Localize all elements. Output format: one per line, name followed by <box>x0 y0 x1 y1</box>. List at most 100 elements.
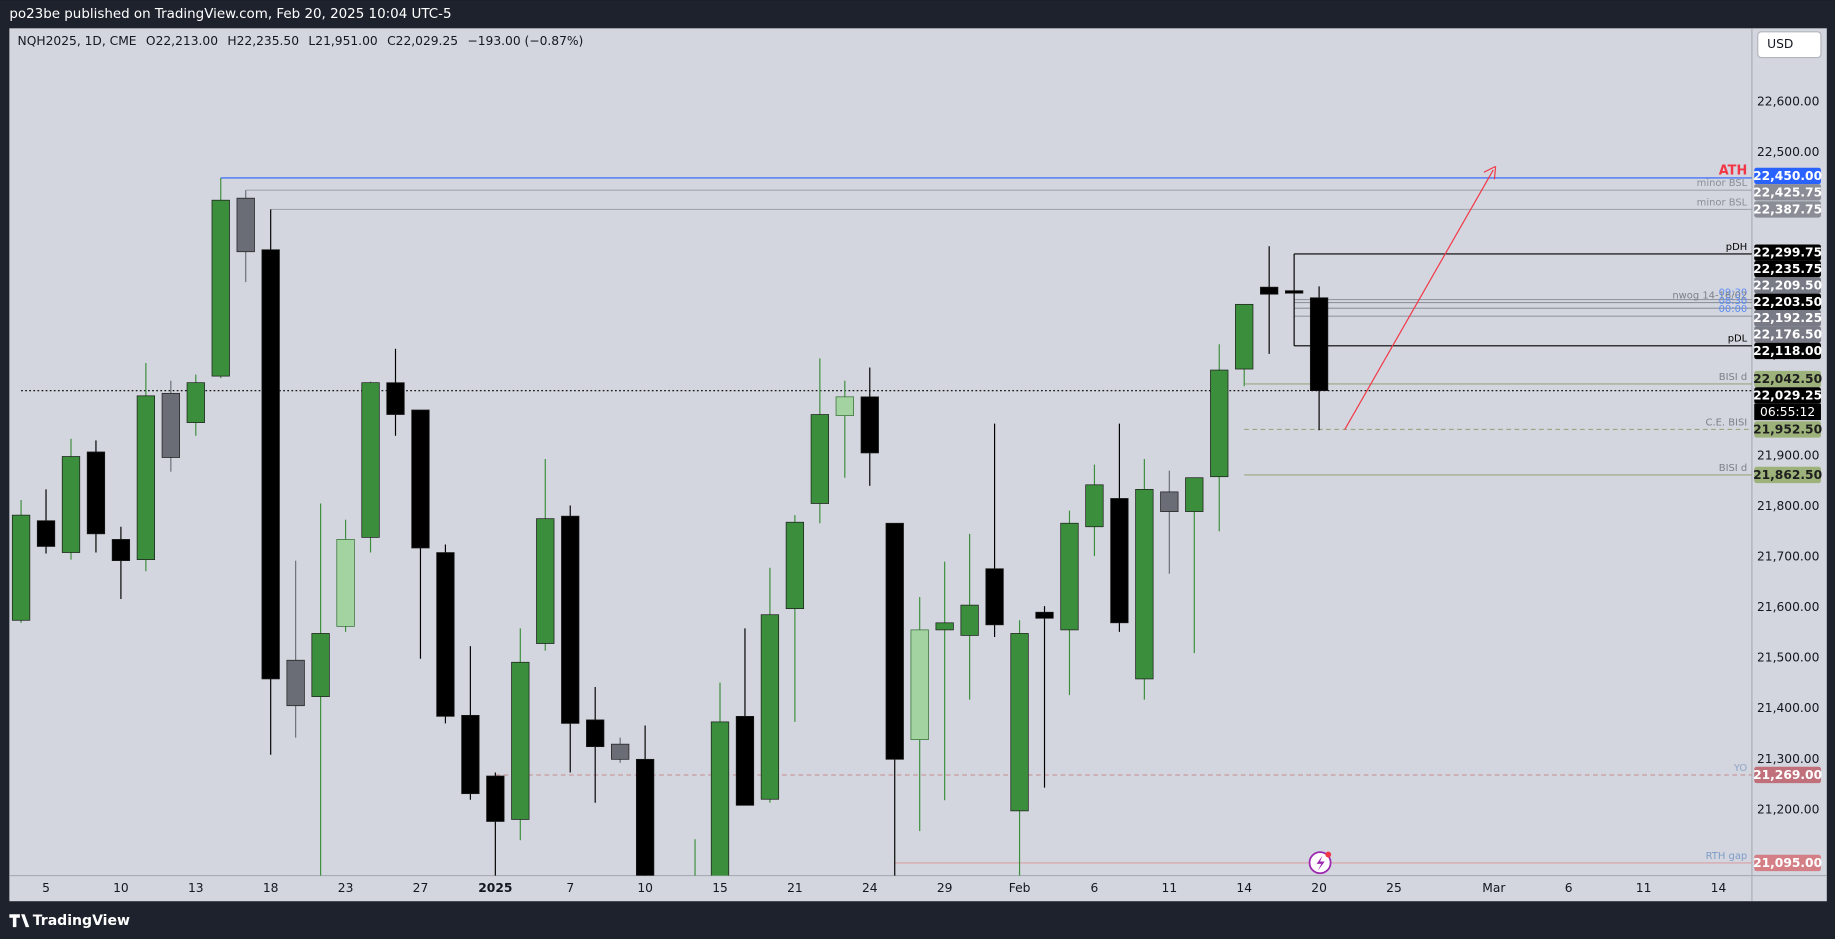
x-tick-label: 7 <box>566 881 574 895</box>
candle-body <box>1085 484 1104 528</box>
price-label-box <box>1754 326 1821 343</box>
x-tick-label: 23 <box>338 881 354 895</box>
currency-button[interactable] <box>1757 31 1822 59</box>
footer-brand: TradingView <box>33 913 130 929</box>
candle-body <box>635 758 655 876</box>
x-tick-label: 14 <box>1711 881 1727 895</box>
y-tick-label: 21,800.00 <box>1757 499 1819 513</box>
candle-body <box>486 775 505 822</box>
candle-body <box>985 568 1004 626</box>
footer-bar <box>0 901 1835 939</box>
candle-body <box>161 392 180 458</box>
level-name: RTH gap <box>1706 851 1748 862</box>
price-label: 21,095.00 <box>1753 856 1822 870</box>
y-tick-label: 22,500.00 <box>1757 145 1819 159</box>
candle-body <box>611 743 630 760</box>
price-label: 22,176.50 <box>1753 328 1822 342</box>
candle-body <box>860 396 879 454</box>
candle-body <box>1135 489 1154 680</box>
price-label: 21,952.50 <box>1753 423 1822 437</box>
y-tick-label: 21,200.00 <box>1757 802 1819 816</box>
price-label-box <box>1754 277 1821 294</box>
y-tick-label: 21,400.00 <box>1757 701 1819 715</box>
x-tick-label: 21 <box>787 881 803 895</box>
x-tick-label: 15 <box>712 881 728 895</box>
chart-background <box>9 28 1827 902</box>
level-name: 00:00 <box>1719 304 1748 315</box>
currency[interactable]: USD <box>1767 37 1793 51</box>
x-tick-label: 29 <box>937 881 953 895</box>
level-name: pDL <box>1728 334 1748 345</box>
level-name: pDH <box>1726 242 1747 253</box>
candle-body <box>1110 498 1129 624</box>
price-label: 22,042.50 <box>1753 372 1822 386</box>
projection-arrow <box>1344 165 1497 431</box>
news-icon[interactable] <box>1308 851 1332 875</box>
candle-body <box>1235 303 1254 370</box>
price-label: 22,118.00 <box>1753 344 1822 358</box>
price-label-box <box>1754 466 1821 484</box>
y-tick-label: 21,700.00 <box>1757 550 1819 564</box>
x-tick-label: 10 <box>113 881 129 895</box>
price-label-box <box>1754 387 1821 404</box>
y-tick-label: 21,500.00 <box>1757 651 1819 665</box>
price-axis: 21,200.00 21,300.00 21,400.00 21,500.00 21,6… <box>1753 95 1822 872</box>
x-tick-label: 20 <box>1311 881 1327 895</box>
candle-body <box>561 515 580 724</box>
candle-body <box>386 382 405 415</box>
level-name: minor BSL <box>1697 197 1748 208</box>
candle-body <box>86 451 106 535</box>
price-label: 22,450.00 <box>1753 169 1822 183</box>
price-label: 22,425.75 <box>1753 185 1822 199</box>
logo-mark <box>9 914 30 928</box>
candle-body <box>311 633 330 697</box>
price-label-box <box>1754 167 1821 185</box>
legend-change: −193.00 (−0.87%) <box>467 34 583 48</box>
y-tick-label: 21,300.00 <box>1757 752 1819 766</box>
x-tick-label: 6 <box>1091 881 1099 895</box>
price-label-box <box>1754 293 1821 310</box>
candle-body <box>1260 286 1279 295</box>
candle-body <box>910 629 929 740</box>
x-tick-label: 13 <box>188 881 204 895</box>
candle-body <box>810 414 829 504</box>
price-label-box <box>1754 342 1821 360</box>
level-name: YO <box>1733 763 1748 774</box>
price-label-box <box>1754 854 1821 872</box>
candle-body <box>760 614 780 800</box>
candle-body <box>286 659 305 707</box>
price-label: 22,387.75 <box>1753 202 1822 216</box>
publish-header: po23be published on TradingView.com, Feb… <box>9 7 451 22</box>
price-label-box <box>1754 184 1821 201</box>
candle-body <box>536 518 555 644</box>
price-label: 22,192.25 <box>1753 311 1822 325</box>
candle-body <box>710 721 730 876</box>
candle-body <box>1160 491 1179 512</box>
candle-body <box>436 552 455 717</box>
candle-body <box>61 456 81 553</box>
price-label: 21,269.00 <box>1753 768 1822 782</box>
candle-body <box>511 661 530 820</box>
candle-body <box>935 622 954 631</box>
y-tick-label: 21,900.00 <box>1757 448 1819 462</box>
price-label: 22,209.50 <box>1753 278 1822 292</box>
price-label: 21,862.50 <box>1753 468 1822 482</box>
x-tick-label: Feb <box>1009 881 1031 895</box>
icon-badge <box>1325 851 1332 858</box>
x-tick-label: 5 <box>42 881 50 895</box>
arrow-line <box>1344 169 1494 431</box>
candle-body <box>261 249 280 680</box>
candle-body <box>1035 611 1054 619</box>
candle-body <box>735 715 755 806</box>
symbol-legend: NQH2025, 1D, CME O22,213.00 H22,235.50 L21,… <box>18 34 584 48</box>
price-label: 22,029.25 <box>1753 389 1822 403</box>
candle-body <box>1060 522 1079 631</box>
candle-body <box>186 382 205 423</box>
candle-body <box>1010 633 1029 812</box>
candle-body <box>136 395 156 560</box>
candle-body <box>835 396 854 416</box>
x-tick-label: 11 <box>1162 881 1178 895</box>
price-label-box <box>1754 260 1821 278</box>
x-tick-label: 27 <box>413 881 429 895</box>
